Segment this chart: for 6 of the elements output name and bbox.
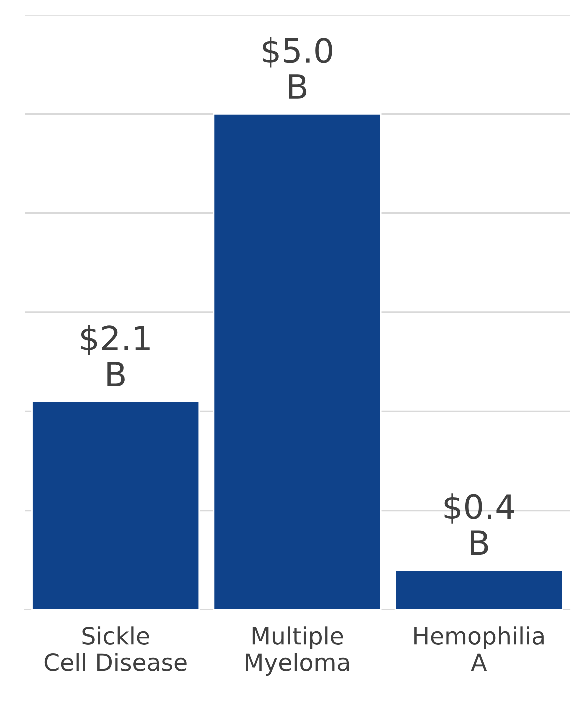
x-tick-label: Hemophilia A xyxy=(414,626,544,672)
data-label: $0.4 B xyxy=(444,494,514,556)
x-tick-label: Multiple Myeloma xyxy=(246,626,350,676)
data-label: $2.1 B xyxy=(81,325,150,386)
x-tick-label: Sickle Cell Disease xyxy=(44,626,187,672)
data-label: $5.0 B xyxy=(263,38,332,99)
